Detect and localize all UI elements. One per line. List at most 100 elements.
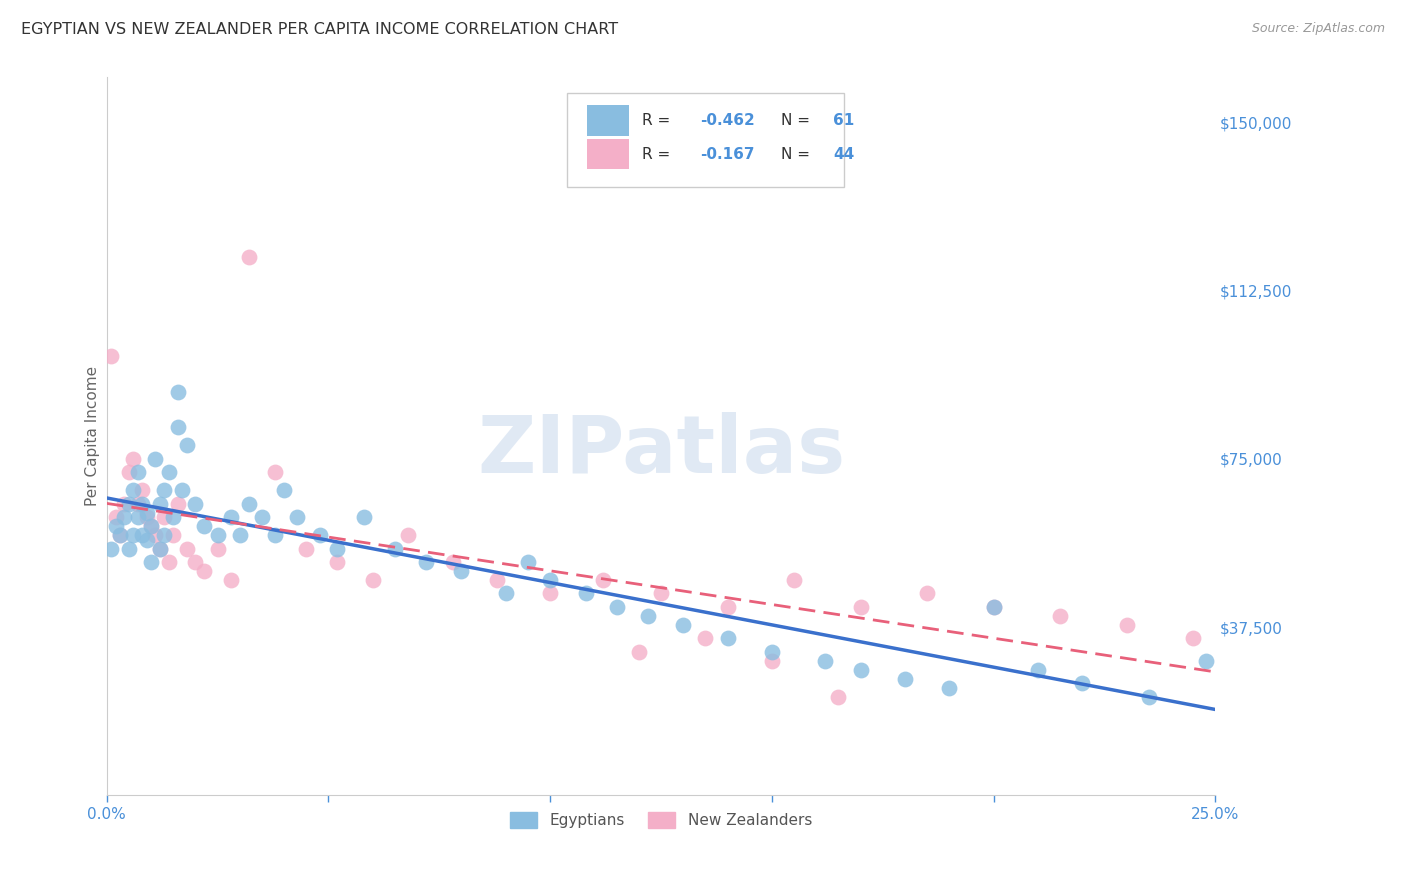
Point (441, 555, 464, 569)
Point (153, 528, 176, 542)
Point (118, 466, 141, 480)
Point (485, 573, 508, 587)
Point (135, 510, 157, 524)
Point (184, 555, 207, 569)
Point (538, 586, 561, 600)
Point (361, 573, 384, 587)
Point (131, 483, 153, 498)
Point (415, 555, 437, 569)
Point (219, 573, 242, 587)
Point (108, 528, 131, 542)
Point (716, 632, 738, 646)
Point (166, 384, 188, 399)
Text: 44: 44 (832, 147, 853, 161)
Point (1182, 632, 1205, 646)
Point (127, 510, 149, 524)
Point (139, 555, 162, 569)
Point (894, 672, 917, 686)
Point (229, 528, 252, 542)
Point (193, 519, 215, 533)
Point (176, 438, 198, 452)
Point (695, 632, 717, 646)
Point (139, 519, 162, 533)
Point (592, 573, 614, 587)
Point (131, 528, 153, 542)
Point (131, 497, 153, 511)
Point (273, 483, 295, 498)
Point (627, 645, 650, 659)
Point (145, 528, 167, 542)
Point (149, 497, 172, 511)
Point (1071, 676, 1094, 690)
Point (384, 541, 406, 556)
Point (122, 451, 145, 466)
Point (122, 528, 145, 542)
Point (166, 497, 188, 511)
Point (716, 599, 738, 614)
Point (112, 510, 135, 524)
Point (153, 483, 176, 498)
Text: N =: N = (780, 113, 814, 128)
Point (250, 510, 273, 524)
Point (849, 599, 872, 614)
Point (145, 451, 167, 466)
Point (162, 528, 184, 542)
Point (127, 497, 149, 511)
Point (100, 541, 122, 556)
Point (849, 663, 872, 677)
Point (108, 528, 131, 542)
Point (207, 528, 229, 542)
Point (783, 573, 806, 587)
Point (983, 599, 1005, 614)
Point (166, 420, 188, 434)
Point (176, 541, 198, 556)
Point (915, 586, 938, 600)
Point (326, 555, 349, 569)
Text: R =: R = (643, 113, 675, 128)
FancyBboxPatch shape (586, 105, 628, 136)
Point (135, 533, 157, 547)
Point (122, 483, 145, 498)
Text: R =: R = (643, 147, 675, 161)
Point (983, 599, 1005, 614)
Text: -0.167: -0.167 (700, 147, 755, 161)
Point (127, 466, 149, 480)
Point (353, 510, 375, 524)
Point (238, 250, 260, 264)
Text: ZIPatlas: ZIPatlas (477, 412, 845, 490)
Point (575, 586, 598, 600)
Point (172, 483, 194, 498)
Point (1115, 618, 1137, 632)
Point (112, 497, 135, 511)
Point (139, 519, 162, 533)
Point (938, 681, 960, 695)
Point (219, 510, 242, 524)
Point (157, 555, 180, 569)
Point (149, 541, 172, 556)
Point (104, 510, 127, 524)
Point (153, 510, 176, 524)
Point (1026, 663, 1049, 677)
Text: 61: 61 (832, 113, 853, 128)
FancyBboxPatch shape (567, 94, 844, 186)
Point (1137, 690, 1160, 704)
Point (517, 555, 540, 569)
Point (207, 541, 229, 556)
Point (1049, 608, 1071, 623)
Point (104, 519, 127, 533)
Point (295, 541, 318, 556)
Point (637, 608, 659, 623)
Text: -0.462: -0.462 (700, 113, 755, 128)
Y-axis label: Per Capita Income: Per Capita Income (86, 367, 100, 507)
Point (157, 466, 180, 480)
Point (538, 573, 561, 587)
Point (606, 599, 628, 614)
Point (149, 541, 172, 556)
FancyBboxPatch shape (586, 139, 628, 169)
Point (264, 466, 287, 480)
Point (308, 528, 330, 542)
Text: Source: ZipAtlas.com: Source: ZipAtlas.com (1251, 22, 1385, 36)
Text: EGYPTIAN VS NEW ZEALANDER PER CAPITA INCOME CORRELATION CHART: EGYPTIAN VS NEW ZEALANDER PER CAPITA INC… (21, 22, 619, 37)
Point (326, 541, 349, 556)
Legend: Egyptians, New Zealanders: Egyptians, New Zealanders (503, 806, 818, 834)
